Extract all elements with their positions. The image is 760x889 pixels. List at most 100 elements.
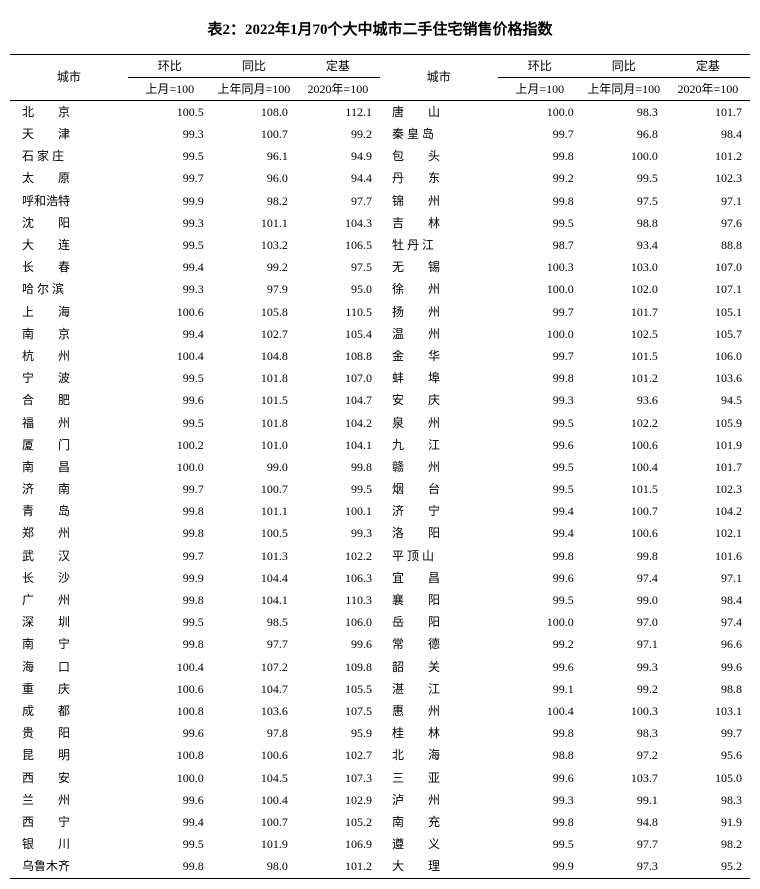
- mom-cell: 99.6: [498, 434, 582, 456]
- yoy-cell: 99.3: [582, 656, 666, 678]
- yoy-cell: 97.5: [582, 190, 666, 212]
- table-body: 北 京100.5108.0112.1唐 山100.098.3101.7天 津99…: [10, 101, 750, 879]
- col-city-left: 城市: [10, 55, 128, 101]
- yoy-cell: 107.2: [212, 656, 296, 678]
- base-cell: 104.2: [296, 412, 380, 434]
- city-cell: 襄 阳: [380, 590, 498, 612]
- yoy-cell: 104.7: [212, 678, 296, 700]
- mom-cell: 99.5: [128, 834, 212, 856]
- mom-cell: 99.6: [498, 767, 582, 789]
- city-cell: 福 州: [10, 412, 128, 434]
- city-cell: 长 春: [10, 257, 128, 279]
- yoy-cell: 97.9: [212, 279, 296, 301]
- table-row: 青 岛99.8101.1100.1济 宁99.4100.7104.2: [10, 501, 750, 523]
- yoy-cell: 103.2: [212, 235, 296, 257]
- yoy-cell: 102.2: [582, 412, 666, 434]
- yoy-cell: 100.6: [582, 523, 666, 545]
- base-cell: 104.1: [296, 434, 380, 456]
- table-row: 西 安100.0104.5107.3三 亚99.6103.7105.0: [10, 767, 750, 789]
- city-cell: 锦 州: [380, 190, 498, 212]
- base-cell: 91.9: [666, 811, 750, 833]
- table-row: 银 川99.5101.9106.9遵 义99.597.798.2: [10, 834, 750, 856]
- yoy-cell: 101.9: [212, 834, 296, 856]
- base-cell: 88.8: [666, 235, 750, 257]
- yoy-cell: 101.1: [212, 501, 296, 523]
- table-row: 太 原99.796.094.4丹 东99.299.5102.3: [10, 168, 750, 190]
- city-cell: 成 都: [10, 700, 128, 722]
- sub-yoy-right: 上年同月=100: [582, 78, 666, 101]
- table-row: 郑 州99.8100.599.3洛 阳99.4100.6102.1: [10, 523, 750, 545]
- base-cell: 102.1: [666, 523, 750, 545]
- mom-cell: 100.5: [128, 101, 212, 124]
- city-cell: 平 顶 山: [380, 545, 498, 567]
- sub-mom-right: 上月=100: [498, 78, 582, 101]
- base-cell: 105.5: [296, 678, 380, 700]
- base-cell: 95.2: [666, 856, 750, 879]
- table-row: 长 沙99.9104.4106.3宜 昌99.697.497.1: [10, 567, 750, 589]
- base-cell: 99.2: [296, 124, 380, 146]
- city-cell: 丹 东: [380, 168, 498, 190]
- mom-cell: 99.7: [128, 479, 212, 501]
- col-mom-left: 环比: [128, 55, 212, 78]
- city-cell: 徐 州: [380, 279, 498, 301]
- yoy-cell: 100.6: [212, 745, 296, 767]
- base-cell: 107.5: [296, 700, 380, 722]
- mom-cell: 100.0: [498, 612, 582, 634]
- yoy-cell: 101.2: [582, 368, 666, 390]
- yoy-cell: 102.0: [582, 279, 666, 301]
- mom-cell: 99.6: [128, 789, 212, 811]
- base-cell: 99.7: [666, 723, 750, 745]
- yoy-cell: 96.0: [212, 168, 296, 190]
- base-cell: 105.0: [666, 767, 750, 789]
- yoy-cell: 98.8: [582, 212, 666, 234]
- mom-cell: 99.8: [498, 146, 582, 168]
- yoy-cell: 104.8: [212, 345, 296, 367]
- mom-cell: 99.5: [498, 456, 582, 478]
- table-row: 宁 波99.5101.8107.0蚌 埠99.8101.2103.6: [10, 368, 750, 390]
- mom-cell: 99.7: [128, 545, 212, 567]
- table-row: 深 圳99.598.5106.0岳 阳100.097.097.4: [10, 612, 750, 634]
- yoy-cell: 93.6: [582, 390, 666, 412]
- base-cell: 112.1: [296, 101, 380, 124]
- yoy-cell: 100.5: [212, 523, 296, 545]
- city-cell: 太 原: [10, 168, 128, 190]
- base-cell: 97.5: [296, 257, 380, 279]
- base-cell: 94.4: [296, 168, 380, 190]
- mom-cell: 99.6: [498, 656, 582, 678]
- base-cell: 100.1: [296, 501, 380, 523]
- base-cell: 94.9: [296, 146, 380, 168]
- city-cell: 呼和浩特: [10, 190, 128, 212]
- city-cell: 兰 州: [10, 789, 128, 811]
- mom-cell: 99.5: [498, 590, 582, 612]
- city-cell: 深 圳: [10, 612, 128, 634]
- yoy-cell: 97.4: [582, 567, 666, 589]
- base-cell: 97.1: [666, 190, 750, 212]
- mom-cell: 100.0: [128, 456, 212, 478]
- col-yoy-right: 同比: [582, 55, 666, 78]
- city-cell: 天 津: [10, 124, 128, 146]
- city-cell: 北 京: [10, 101, 128, 124]
- table-row: 广 州99.8104.1110.3襄 阳99.599.098.4: [10, 590, 750, 612]
- base-cell: 107.1: [666, 279, 750, 301]
- mom-cell: 100.4: [128, 656, 212, 678]
- sub-mom-left: 上月=100: [128, 78, 212, 101]
- yoy-cell: 100.6: [582, 434, 666, 456]
- table-row: 合 肥99.6101.5104.7安 庆99.393.694.5: [10, 390, 750, 412]
- yoy-cell: 97.0: [582, 612, 666, 634]
- mom-cell: 99.8: [498, 723, 582, 745]
- city-cell: 武 汉: [10, 545, 128, 567]
- city-cell: 北 海: [380, 745, 498, 767]
- city-cell: 惠 州: [380, 700, 498, 722]
- yoy-cell: 100.7: [212, 124, 296, 146]
- yoy-cell: 97.8: [212, 723, 296, 745]
- base-cell: 98.8: [666, 678, 750, 700]
- base-cell: 107.0: [296, 368, 380, 390]
- table-row: 成 都100.8103.6107.5惠 州100.4100.3103.1: [10, 700, 750, 722]
- table-row: 石 家 庄99.596.194.9包 头99.8100.0101.2: [10, 146, 750, 168]
- city-cell: 岳 阳: [380, 612, 498, 634]
- base-cell: 94.5: [666, 390, 750, 412]
- table-row: 呼和浩特99.998.297.7锦 州99.897.597.1: [10, 190, 750, 212]
- city-cell: 秦 皇 岛: [380, 124, 498, 146]
- yoy-cell: 101.1: [212, 212, 296, 234]
- yoy-cell: 101.5: [582, 345, 666, 367]
